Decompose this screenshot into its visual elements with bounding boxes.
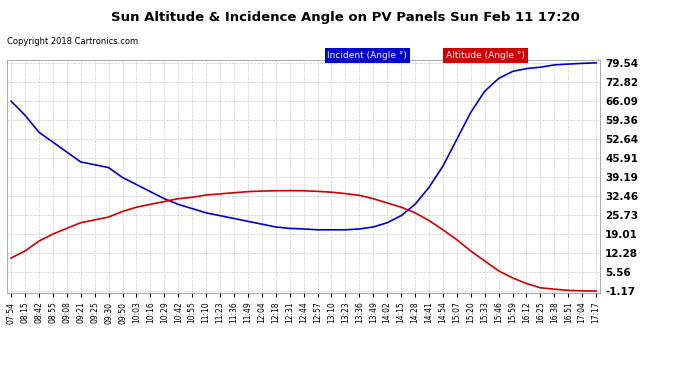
Text: Altitude (Angle °): Altitude (Angle °)	[446, 51, 525, 60]
Text: Copyright 2018 Cartronics.com: Copyright 2018 Cartronics.com	[7, 38, 138, 46]
Text: Sun Altitude & Incidence Angle on PV Panels Sun Feb 11 17:20: Sun Altitude & Incidence Angle on PV Pan…	[110, 11, 580, 24]
Text: Incident (Angle °): Incident (Angle °)	[327, 51, 407, 60]
